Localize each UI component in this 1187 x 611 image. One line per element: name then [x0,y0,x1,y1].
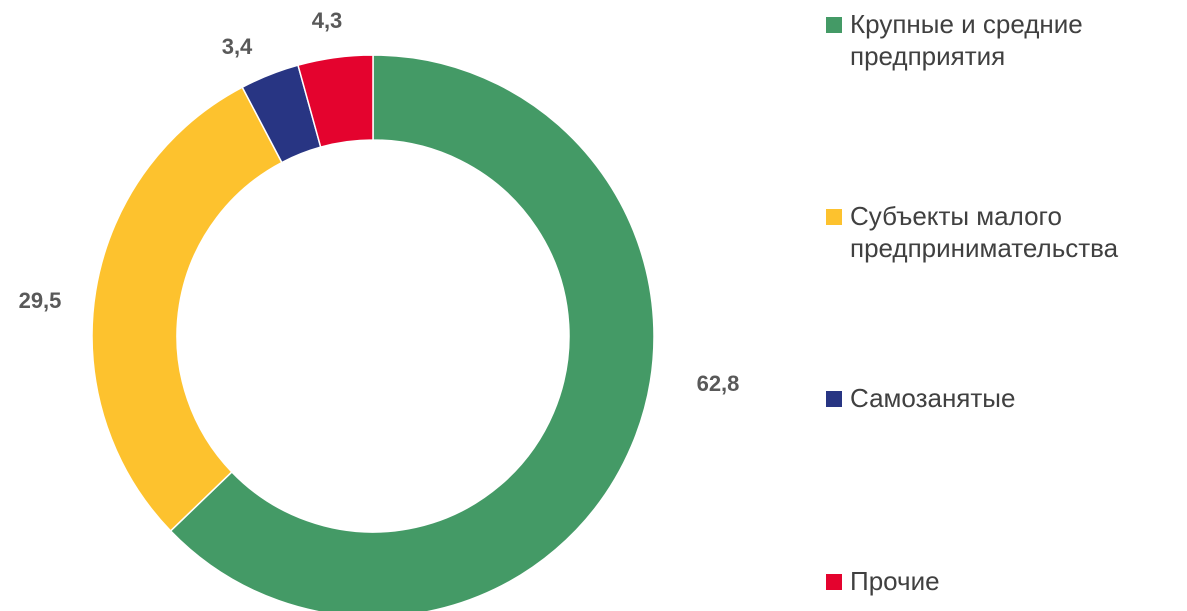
legend-label: Крупные и средние предприятия [850,9,1083,71]
legend-label: Самозанятые [850,383,1016,413]
donut-segment [91,86,283,532]
donut-segment [297,54,374,149]
legend-swatch [826,209,842,225]
data-label: 62,8 [697,371,740,396]
legend-swatch [826,17,842,33]
data-label: 4,3 [312,8,343,33]
donut-segment [169,54,655,611]
data-label: 29,5 [19,288,62,313]
data-label: 3,4 [222,34,253,59]
legend-label: Прочие [850,566,940,596]
legend-swatch [826,391,842,407]
legend-swatch [826,574,842,590]
legend-label: Субъекты малого предпринимательства [850,201,1119,263]
